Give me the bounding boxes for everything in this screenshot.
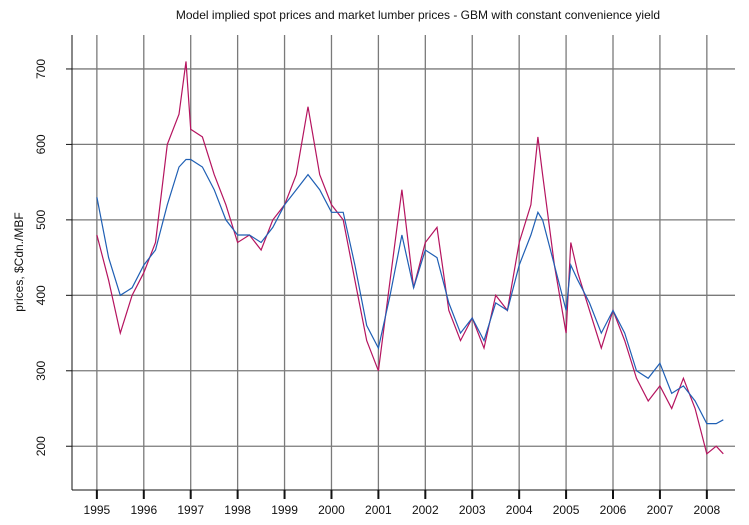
x-tick-label: 2007 (647, 503, 674, 517)
x-tick-label: 2002 (412, 503, 439, 517)
y-tick-label: 400 (34, 285, 48, 305)
x-tick-label: 1995 (84, 503, 111, 517)
x-tick-label: 1996 (130, 503, 157, 517)
x-tick-label: 2001 (365, 503, 392, 517)
x-tick-label: 1997 (177, 503, 204, 517)
x-tick-label: 2004 (506, 503, 533, 517)
y-tick-label: 300 (34, 360, 48, 380)
y-tick-label: 600 (34, 134, 48, 154)
series-line (96, 158, 724, 425)
x-tick-label: 2003 (459, 503, 486, 517)
x-tick-label: 2006 (600, 503, 627, 517)
x-tick-label: 2000 (318, 503, 345, 517)
chart-title: Model implied spot prices and market lum… (176, 8, 660, 22)
y-tick-label: 700 (34, 59, 48, 79)
x-tick-label: 2005 (553, 503, 580, 517)
y-axis-title: prices, $Cdn./MBF (12, 212, 26, 311)
x-tick-label: 2008 (693, 503, 720, 517)
x-tick-label: 1999 (271, 503, 298, 517)
y-tick-label: 200 (34, 436, 48, 456)
series-line (96, 61, 724, 455)
y-tick-label: 500 (34, 210, 48, 230)
x-tick-label: 1998 (224, 503, 251, 517)
